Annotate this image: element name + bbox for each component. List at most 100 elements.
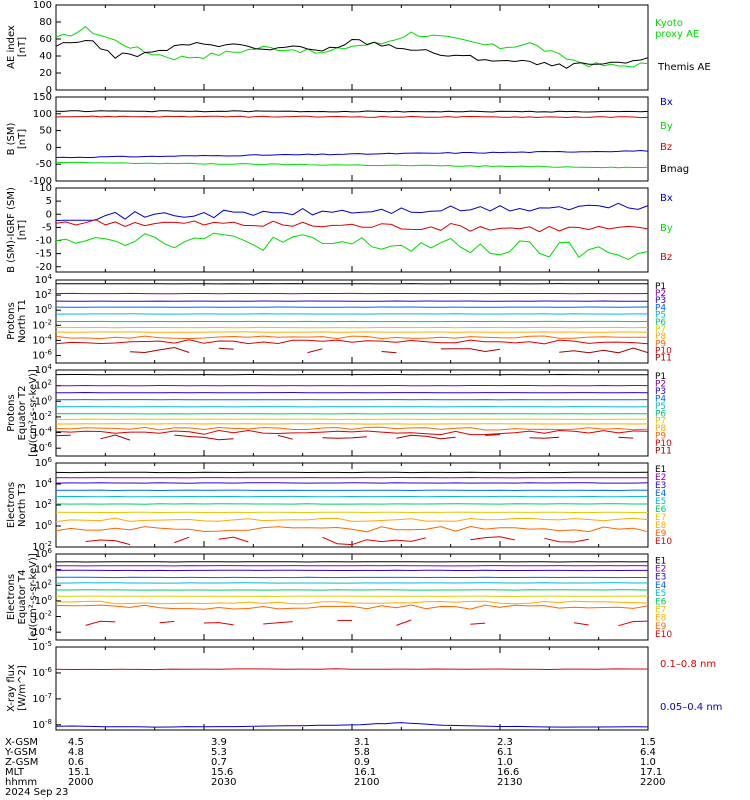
et4-series-e10: [263, 621, 293, 625]
xray-ytick-label: 10-7: [32, 692, 52, 705]
dbsm-ytick-label: 5: [46, 196, 52, 207]
dbsm-series-by: [55, 232, 649, 261]
pt2-legend-p9: P9: [655, 432, 666, 442]
ephem-mlt-3: 16.6: [497, 767, 520, 778]
xray-legend-short: 0.05–0.4 nm: [660, 702, 722, 713]
et4-legend-e2: E2: [655, 564, 666, 574]
dbsm-legend-by: By: [660, 223, 673, 234]
pt1-legend-p7: P7: [655, 325, 666, 335]
et3-ytick-label: 104: [35, 477, 53, 490]
pt1-series-p11: [307, 348, 323, 354]
ephem-label-ygsm: Y-GSM: [5, 747, 37, 758]
pt2-legend-p2: P2: [655, 379, 666, 389]
xray-series-long: [55, 668, 648, 671]
pt2-series-p11: [277, 434, 293, 440]
pt1-legend-p2: P2: [655, 289, 666, 299]
et4-legend-e3: E3: [655, 573, 666, 583]
xray-axis-title-1: [W/m^2]: [17, 665, 28, 711]
ae-axis-title-1: [nT]: [17, 37, 28, 57]
xray-axis-title-0: X-ray flux: [6, 664, 17, 712]
pt1-legend-p4: P4: [655, 303, 666, 313]
et4-legend-e1: E1: [655, 556, 666, 566]
ephem-xgsm-3: 2.3: [497, 737, 513, 748]
pt1-series-p11: [218, 347, 234, 350]
ephem-hhmm-3: 2130: [497, 777, 523, 788]
pt1-legend-p9: P9: [655, 339, 666, 349]
et3-legend-e7: E7: [655, 513, 666, 523]
ae-series-themis: [55, 38, 649, 69]
et3-legend-e10: E10: [655, 537, 672, 547]
pt2-ytick-label: 10-2: [32, 410, 52, 423]
pt2-ytick-label: 10-6: [32, 441, 52, 454]
pt1-axis-title-0: Protons: [6, 302, 17, 339]
dbsm-ytick-label: -10: [36, 236, 52, 247]
et4-axis-title-1: Equator T4: [17, 570, 28, 625]
ephem-ygsm-2: 5.8: [354, 747, 370, 758]
pt2-legend-p8: P8: [655, 424, 666, 434]
ephem-ygsm-4: 6.4: [640, 747, 656, 758]
et4-legend-e9: E9: [655, 622, 667, 632]
ephem-hhmm-2: 2100: [354, 777, 380, 788]
pt1-legend-p6: P6: [655, 318, 666, 328]
et3-axis-title-1: North T3: [17, 483, 28, 527]
dbsm-axis-title-0: B (SM)-IGRF (SM): [6, 187, 17, 273]
ephem-ygsm-1: 5.3: [211, 747, 227, 758]
bsm-axis-title-0: B (SM): [6, 122, 17, 155]
pt2-legend-p1: P1: [655, 372, 666, 382]
panel-2-frame: [55, 96, 649, 182]
xray-ytick-label: 10-6: [32, 666, 52, 679]
bsm-series-bz: [55, 115, 649, 119]
xray-ytick-label: 10-5: [32, 640, 52, 653]
bsm-series-bx: [55, 149, 649, 159]
dbsm-series-bx: [55, 202, 649, 221]
pt1-series-p11: [381, 351, 397, 354]
pt2-axis-title-0: Protons: [6, 394, 17, 431]
ephem-hhmm-1: 2030: [211, 777, 237, 788]
pt2-axis-title-2: [p/(cm²-s-sr-keV)]: [28, 369, 39, 457]
bsm-legend-bx: Bx: [660, 97, 673, 108]
panel-3-frame: [55, 187, 649, 273]
pt1-ytick-label: 10-6: [32, 348, 52, 361]
et4-series-e10: [159, 620, 175, 624]
dbsm-legend-bx: Bx: [660, 193, 673, 204]
pt2-series-p10: [55, 429, 649, 436]
pt2-legend-p3: P3: [655, 387, 666, 397]
et4-series-e9: [55, 604, 649, 610]
et3-series-e9: [55, 525, 649, 533]
bsm-series-bmag: [55, 110, 649, 113]
ae-ytick-label: 60: [39, 34, 52, 45]
ephem-date: 2024 Sep 23: [5, 787, 69, 798]
ephem-ygsm-0: 4.8: [68, 747, 84, 758]
et3-legend-e8: E8: [655, 521, 667, 531]
et3-axis-title-0: Electrons: [6, 482, 17, 528]
et4-legend-e4: E4: [655, 581, 667, 591]
et3-legend-e4: E4: [655, 489, 667, 499]
et4-legend-e10: E10: [655, 630, 672, 640]
pt1-legend-p11: P11: [655, 354, 672, 364]
ae-legend-kyoto-2: proxy AE: [655, 29, 699, 40]
pt1-legend-p10: P10: [655, 347, 672, 357]
pt2-ytick-label: 10-4: [32, 426, 52, 439]
et3-legend-e2: E2: [655, 473, 666, 483]
ephem-label-xgsm: X-GSM: [5, 737, 39, 748]
ephem-mlt-4: 17.1: [640, 767, 663, 778]
ae-ytick-label: 100: [33, 0, 52, 11]
dbsm-series-bz: [55, 219, 649, 233]
bsm-legend-by: By: [660, 121, 673, 132]
pt2-ytick-label: 102: [35, 379, 52, 392]
bsm-ytick-label: 100: [33, 109, 52, 120]
ae-ytick-label: 40: [39, 51, 52, 62]
dbsm-ytick-label: 10: [39, 183, 52, 194]
et4-series-e10: [573, 622, 589, 626]
pt2-legend-p11: P11: [655, 447, 672, 457]
ephem-zgsm-3: 1.0: [497, 757, 513, 768]
et4-ytick-label: 10-4: [32, 625, 52, 638]
et3-series-e10: [322, 536, 427, 546]
pt1-ytick-label: 10-4: [32, 333, 52, 346]
ephem-mlt-2: 16.1: [354, 767, 377, 778]
pt2-series-p9: [55, 426, 649, 431]
bsm-ytick-label: -100: [29, 176, 52, 187]
ae-ytick-label: 20: [39, 68, 52, 79]
et4-ytick-label: 100: [35, 594, 52, 607]
pt1-series-p11: [559, 347, 649, 354]
